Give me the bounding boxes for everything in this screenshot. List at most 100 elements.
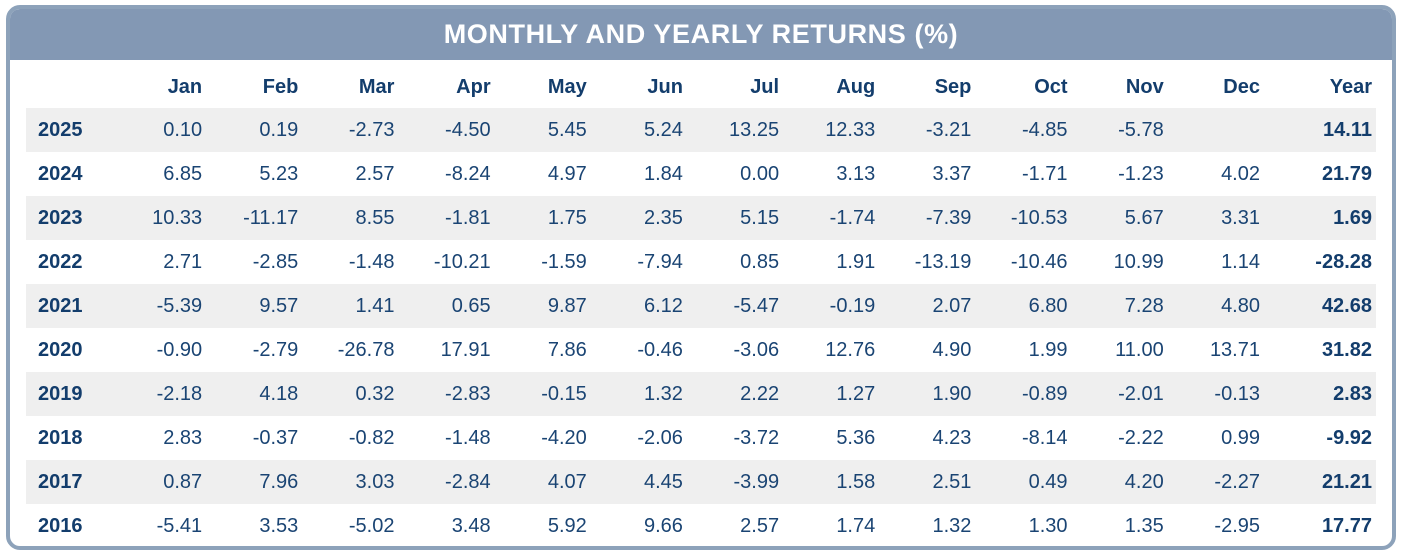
row-label-2020: 2020	[38, 338, 83, 361]
cell-2021-aug: -0.19	[829, 294, 876, 317]
cell-2021-oct: 6.80	[1028, 294, 1068, 317]
cell-2022-mar: -1.48	[348, 250, 395, 273]
monthly-returns-table: Jan Feb Mar Apr May Jun Jul Aug Sep Oct Nov Dec Year…	[26, 66, 1376, 546]
table-row-2021: 2021 -5.39 9.57 1.41 0.65 9.87 6.12 -5.47 -0.19 2…	[26, 284, 1376, 328]
cell-2020-feb: -2.79	[252, 338, 299, 361]
cell-2022-year-total: -28.28	[1315, 250, 1372, 273]
cell-2022-jun: -7.94	[637, 250, 683, 273]
cell-2025-jan: 0.10	[163, 118, 203, 141]
cell-2019-apr: -2.83	[445, 382, 491, 405]
cell-2017-jan: 0.87	[163, 470, 203, 493]
cell-2020-may: 7.86	[547, 338, 587, 361]
cell-2022-sep: -13.19	[914, 250, 972, 273]
cell-2021-apr: 0.65	[451, 294, 491, 317]
cell-2018-aug: 5.36	[836, 426, 876, 449]
cell-2023-jul: 5.15	[740, 206, 780, 229]
cell-2025-dec	[1168, 108, 1264, 152]
cell-2019-may: -0.15	[541, 382, 587, 405]
table-row-2016: 2016 -5.41 3.53 -5.02 3.48 5.92 9.66 2.57 1.74 1.…	[26, 504, 1376, 546]
cell-2022-feb: -2.85	[252, 250, 299, 273]
cell-2024-year-total: 21.79	[1321, 162, 1372, 185]
cell-2023-nov: 5.67	[1124, 206, 1164, 229]
col-header-aug: Aug	[836, 75, 876, 98]
table-row-2020: 2020 -0.90 -2.79 -26.78 17.91 7.86 -0.46 -3.06 1…	[26, 328, 1376, 372]
row-label-2016: 2016	[38, 514, 83, 537]
cell-2025-may: 5.45	[547, 118, 587, 141]
cell-2024-sep: 3.37	[932, 162, 972, 185]
col-header-jul: Jul	[750, 75, 780, 98]
col-header-jun: Jun	[647, 75, 683, 98]
cell-2018-dec: 0.99	[1221, 426, 1260, 449]
row-label-2023: 2023	[38, 206, 83, 229]
cell-2017-oct: 0.49	[1028, 470, 1068, 493]
table-body: 2025 0.10 0.19 -2.73 -4.50 5.45 5.24 13.25 12.33…	[26, 108, 1376, 546]
col-header-apr: Apr	[456, 75, 491, 98]
table-row-2024: 2024 6.85 5.23 2.57 -8.24 4.97 1.84 0.00 3.13 3.3…	[26, 152, 1376, 196]
cell-2018-jan: 2.83	[163, 426, 203, 449]
cell-2020-jan: -0.90	[156, 338, 203, 361]
cell-2016-nov: 1.35	[1124, 514, 1164, 537]
cell-2023-mar: 8.55	[355, 206, 395, 229]
cell-2016-jul: 2.57	[740, 514, 780, 537]
cell-2025-jun: 5.24	[644, 118, 683, 141]
table-row-2023: 2023 10.33 -11.17 8.55 -1.81 1.75 2.35 5.15 -1.7…	[26, 196, 1376, 240]
cell-2018-apr: -1.48	[445, 426, 491, 449]
cell-2025-jul: 13.25	[729, 118, 780, 141]
table-container: Jan Feb Mar Apr May Jun Jul Aug Sep Oct Nov Dec Year…	[10, 60, 1392, 546]
cell-2018-oct: -8.14	[1021, 426, 1068, 449]
cell-2024-dec: 4.02	[1221, 162, 1260, 185]
cell-2016-oct: 1.30	[1028, 514, 1068, 537]
cell-2023-dec: 3.31	[1221, 206, 1260, 229]
cell-2019-oct: -0.89	[1021, 382, 1068, 405]
cell-2022-jan: 2.71	[163, 250, 203, 273]
cell-2022-oct: -10.46	[1010, 250, 1068, 273]
col-header-may: May	[547, 75, 587, 98]
cell-2016-feb: 3.53	[259, 514, 299, 537]
cell-2020-apr: 17.91	[440, 338, 491, 361]
cell-2019-sep: 1.90	[932, 382, 972, 405]
cell-2022-dec: 1.14	[1221, 250, 1260, 273]
col-header-mar: Mar	[358, 75, 395, 98]
cell-2016-year-total: 17.77	[1321, 514, 1372, 537]
cell-2021-jan: -5.39	[156, 294, 203, 317]
cell-2017-apr: -2.84	[445, 470, 491, 493]
cell-2023-feb: -11.17	[243, 206, 299, 229]
cell-2023-jan: 10.33	[152, 206, 203, 229]
cell-2018-may: -4.20	[541, 426, 587, 449]
col-header-oct: Oct	[1034, 75, 1068, 98]
cell-2018-jul: -3.72	[733, 426, 780, 449]
cell-2025-feb: 0.19	[259, 118, 299, 141]
cell-2017-jun: 4.45	[644, 470, 683, 493]
table-row-2019: 2019 -2.18 4.18 0.32 -2.83 -0.15 1.32 2.22 1.27 1…	[26, 372, 1376, 416]
cell-2024-jul: 0.00	[740, 162, 780, 185]
cell-2018-year-total: -9.92	[1326, 426, 1372, 449]
cell-2017-year-total: 21.21	[1321, 470, 1372, 493]
cell-2019-nov: -2.01	[1118, 382, 1164, 405]
cell-2022-nov: 10.99	[1113, 250, 1164, 273]
cell-2018-sep: 4.23	[932, 426, 972, 449]
cell-2021-feb: 9.57	[259, 294, 299, 317]
table-title: MONTHLY AND YEARLY RETURNS (%)	[443, 19, 959, 49]
cell-2024-aug: 3.13	[836, 162, 876, 185]
cell-2021-sep: 2.07	[932, 294, 972, 317]
cell-2020-year-total: 31.82	[1321, 338, 1372, 361]
cell-2023-oct: -10.53	[1010, 206, 1068, 229]
cell-2023-apr: -1.81	[445, 206, 491, 229]
cell-2017-mar: 3.03	[355, 470, 395, 493]
row-label-2025: 2025	[38, 118, 83, 141]
col-header-feb: Feb	[262, 75, 299, 98]
returns-table-card: MONTHLY AND YEARLY RETURNS (%) Jan Feb Mar…	[6, 5, 1396, 550]
table-title-bar: MONTHLY AND YEARLY RETURNS (%)	[10, 9, 1392, 60]
cell-2024-oct: -1.71	[1021, 162, 1068, 185]
cell-2017-sep: 2.51	[932, 470, 972, 493]
cell-2025-nov: -5.78	[1118, 118, 1164, 141]
row-label-2022: 2022	[38, 250, 83, 273]
cell-2024-feb: 5.23	[259, 162, 299, 185]
col-header-jan: Jan	[167, 75, 203, 98]
cell-2020-oct: 1.99	[1028, 338, 1068, 361]
cell-2020-aug: 12.76	[825, 338, 876, 361]
cell-2017-jul: -3.99	[733, 470, 780, 493]
cell-2016-apr: 3.48	[451, 514, 491, 537]
cell-2019-dec: -0.13	[1214, 382, 1260, 405]
col-header-nov: Nov	[1125, 75, 1164, 98]
